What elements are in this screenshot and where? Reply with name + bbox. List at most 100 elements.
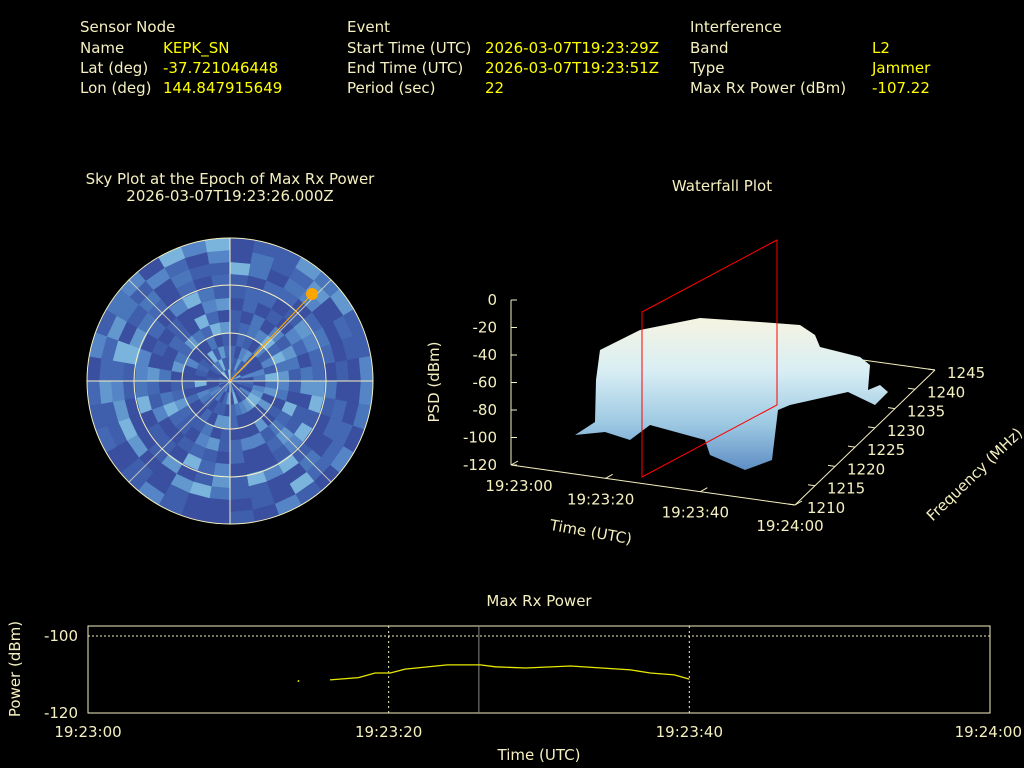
lon-label: Lon (deg) xyxy=(80,79,152,97)
power-time-tick-label: 19:23:40 xyxy=(656,723,723,741)
end-value: 2026-03-07T19:23:51Z xyxy=(485,59,659,77)
interference-panel: Interference Band L2 Type Jammer Max Rx … xyxy=(689,18,931,97)
period-value: 22 xyxy=(485,79,504,97)
sky-cell xyxy=(219,321,231,335)
sky-cell xyxy=(209,261,231,276)
sky-cell xyxy=(347,357,362,382)
sky-cell xyxy=(358,380,374,407)
power-time-tick-label: 19:24:00 xyxy=(955,723,1022,741)
event-panel: Event Start Time (UTC) 2026-03-07T19:23:… xyxy=(347,18,659,97)
power-tick-label: -120 xyxy=(44,704,78,722)
frequency-axis xyxy=(794,369,936,506)
name-value: KEPK_SN xyxy=(163,39,229,58)
frequency-tick-mark xyxy=(907,387,916,390)
frequency-tick-label: 1210 xyxy=(807,499,845,517)
sky-cell xyxy=(229,486,251,501)
sky-cell xyxy=(358,355,374,382)
sky-cell xyxy=(213,462,231,477)
time-tick-mark xyxy=(510,460,519,466)
sky-cell xyxy=(110,380,125,402)
sky-marker-line xyxy=(229,293,313,382)
sky-cell xyxy=(134,380,149,398)
frequency-tick-label: 1220 xyxy=(847,460,885,478)
time-axis-label: Time (UTC) xyxy=(547,516,633,548)
sky-cell xyxy=(134,364,149,382)
time-tick-label: 19:23:20 xyxy=(567,490,634,508)
sky-cell xyxy=(229,249,254,264)
sky-cell xyxy=(288,368,302,382)
frequency-tick-label: 1215 xyxy=(827,480,865,498)
time-tick-mark xyxy=(700,487,708,493)
frequency-tick-label: 1235 xyxy=(907,403,945,421)
power-label: Max Rx Power (dBm) xyxy=(690,79,846,97)
start-value: 2026-03-07T19:23:29Z xyxy=(485,39,659,57)
lat-value: -37.721046448 xyxy=(163,59,278,77)
sky-cell xyxy=(98,380,113,405)
sky-marker-dot xyxy=(306,288,318,300)
end-label: End Time (UTC) xyxy=(347,59,463,77)
time-axis xyxy=(510,464,796,506)
frequency-tick-label: 1245 xyxy=(947,364,985,382)
frequency-tick-mark xyxy=(927,368,936,371)
plot-frame xyxy=(87,625,991,714)
sky-cell xyxy=(276,370,290,382)
sky-cell xyxy=(300,366,314,382)
power-line xyxy=(329,664,690,681)
waterfall-surface xyxy=(575,318,888,470)
sky-cell xyxy=(229,451,245,465)
psd-tick-label: -80 xyxy=(473,401,498,419)
sky-cell xyxy=(158,380,172,394)
type-label: Type xyxy=(689,59,724,77)
event-heading: Event xyxy=(347,18,390,36)
sky-cell xyxy=(229,427,241,441)
sky-cell xyxy=(213,285,231,300)
waterfall-plot: Waterfall Plot 0 -20 -40 -60 -80 -100 -120 PSD… xyxy=(425,177,1024,548)
power-value: -107.22 xyxy=(872,79,930,97)
period-label: Period (sec) xyxy=(347,79,436,97)
sky-cell xyxy=(209,486,231,501)
power-point xyxy=(297,680,300,682)
lon-value: 144.847915649 xyxy=(163,79,282,97)
psd-tick-label: -40 xyxy=(473,346,498,364)
name-label: Name xyxy=(80,39,124,57)
psd-ticks: 0 -20 -40 -60 -80 -100 -120 xyxy=(463,291,517,474)
psd-tick-label: -120 xyxy=(463,456,497,474)
sky-cell xyxy=(215,451,231,465)
power-time-tick-label: 19:23:00 xyxy=(54,723,121,741)
frequency-tick-mark xyxy=(847,445,856,448)
sky-cell xyxy=(335,380,350,402)
epoch-plane xyxy=(641,239,778,478)
frequency-tick-mark xyxy=(887,407,896,410)
sky-cell xyxy=(206,498,231,513)
time-tick-mark xyxy=(605,473,613,479)
sky-cell xyxy=(98,357,113,382)
lat-label: Lat (deg) xyxy=(80,59,148,77)
sky-cell xyxy=(229,498,254,513)
sky-heatmap-cells xyxy=(86,237,374,525)
sky-cell xyxy=(229,237,256,253)
frequency-tick-mark xyxy=(807,484,816,487)
type-value: Jammer xyxy=(871,59,931,77)
time-ticks: 19:23:00 19:23:20 19:23:40 19:24:00 xyxy=(485,460,824,535)
sensor-heading: Sensor Node xyxy=(80,18,175,36)
sky-cell xyxy=(229,509,256,525)
sky-plot: Sky Plot at the Epoch of Max Rx Power 20… xyxy=(86,170,376,525)
power-axis-label: Power (dBm) xyxy=(6,621,24,717)
band-value: L2 xyxy=(872,39,890,57)
sky-cell xyxy=(217,309,231,323)
band-label: Band xyxy=(690,39,729,57)
sky-cell xyxy=(347,380,362,405)
sky-cell xyxy=(335,360,350,382)
sky-cell xyxy=(229,462,247,477)
sky-cell xyxy=(204,509,231,525)
sky-cell xyxy=(311,364,326,382)
sky-cell xyxy=(229,439,243,453)
frequency-axis-label: Frequency (MHz) xyxy=(923,424,1024,525)
sky-plot-subtitle: 2026-03-07T19:23:26.000Z xyxy=(126,187,333,205)
time-tick-label: 19:23:00 xyxy=(485,477,552,495)
frequency-tick-label: 1240 xyxy=(927,383,965,401)
sky-plot-title: Sky Plot at the Epoch of Max Rx Power xyxy=(86,170,376,188)
